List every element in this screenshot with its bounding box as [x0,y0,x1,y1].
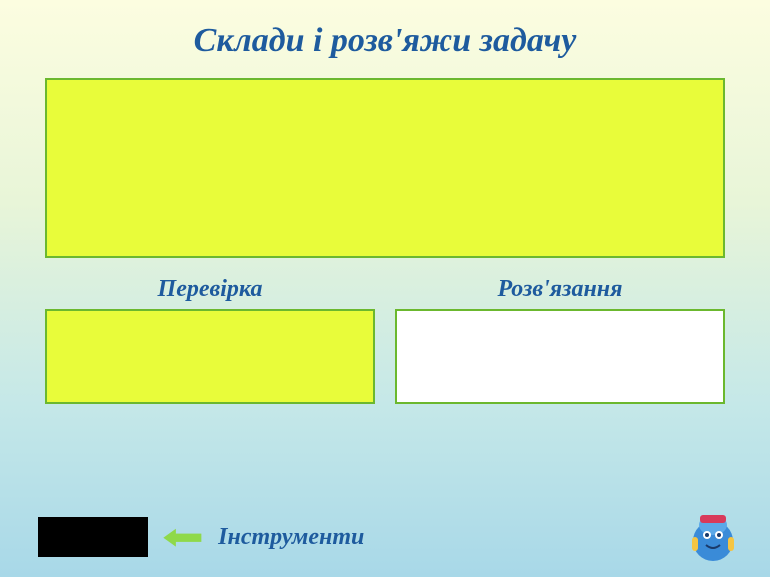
solve-box [395,309,725,404]
mascot-icon [684,507,742,565]
back-arrow-icon[interactable]: ⬅ [162,519,204,555]
check-box [45,309,375,404]
footer-black-rect [38,517,148,557]
page-title: Склади і розв'яжи задачу [0,0,770,70]
problem-box [45,78,725,258]
tools-label[interactable]: Інструменти [218,524,364,551]
solve-label: Розв'язання [395,276,725,303]
check-label: Перевірка [45,276,375,303]
footer-bar: ⬅ Інструменти [0,517,770,557]
